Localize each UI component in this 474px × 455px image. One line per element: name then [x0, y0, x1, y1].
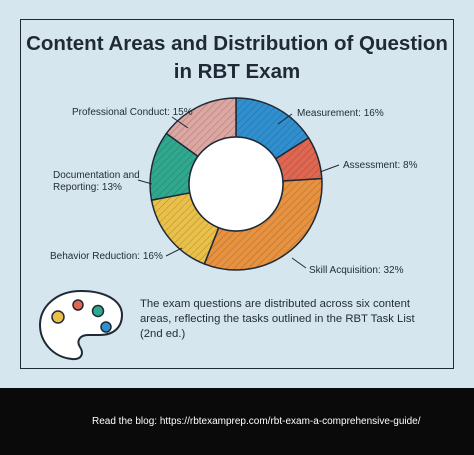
- title-line-1: Content Areas and Distribution of Questi…: [26, 32, 448, 55]
- label-assessment: Assessment: 8%: [343, 160, 418, 171]
- leader-line-skill-acquisition: [291, 257, 307, 269]
- paint-dot-green: [91, 304, 105, 318]
- blog-link-line: Read the blog: https://rbtexamprep.com/r…: [92, 416, 421, 427]
- slice-texture-skill-acquisition: [204, 178, 322, 270]
- label-behavior-reduction: Behavior Reduction: 16%: [50, 251, 163, 262]
- blog-prefix: Read the blog:: [92, 416, 158, 427]
- slice-texture-professional-conduct: [166, 98, 236, 157]
- slice-texture-measurement: [236, 98, 309, 159]
- leader-line-documentation-reporting: [137, 179, 153, 185]
- paint-dot-blue: [100, 321, 112, 333]
- leader-line-assessment: [319, 164, 340, 173]
- label-documentation-line2: Reporting: 13%: [53, 182, 122, 193]
- title-line-2: in RBT Exam: [173, 60, 301, 83]
- leader-line-professional-conduct: [171, 116, 189, 129]
- page-title: Content Areas and Distribution of Questi…: [20, 30, 454, 86]
- label-professional-conduct: Professional Conduct: 15%: [72, 107, 193, 118]
- blog-link[interactable]: https://rbtexamprep.com/rbt-exam-a-compr…: [159, 416, 421, 427]
- slice-texture-documentation-and-reporting: [150, 133, 198, 201]
- infographic-card: [20, 19, 454, 369]
- label-documentation-line1: Documentation and: [53, 170, 140, 181]
- paint-dot-red: [72, 299, 84, 311]
- caption-text: The exam questions are distributed acros…: [140, 298, 415, 340]
- slice-texture-assessment: [275, 137, 322, 182]
- label-measurement: Measurement: 16%: [297, 108, 384, 119]
- donut-hole: [188, 136, 284, 232]
- palette-icon: [38, 289, 124, 361]
- slice-texture-behavior-reduction: [151, 192, 219, 264]
- leader-line-measurement: [277, 113, 293, 125]
- label-documentation-reporting: Documentation and Reporting: 13%: [53, 170, 143, 193]
- label-skill-acquisition: Skill Acquisition: 32%: [309, 265, 404, 276]
- footer-bar: Read the blog: https://rbtexamprep.com/r…: [0, 388, 474, 455]
- paint-dot-yellow: [51, 310, 65, 324]
- leader-line-behavior-reduction: [165, 247, 183, 257]
